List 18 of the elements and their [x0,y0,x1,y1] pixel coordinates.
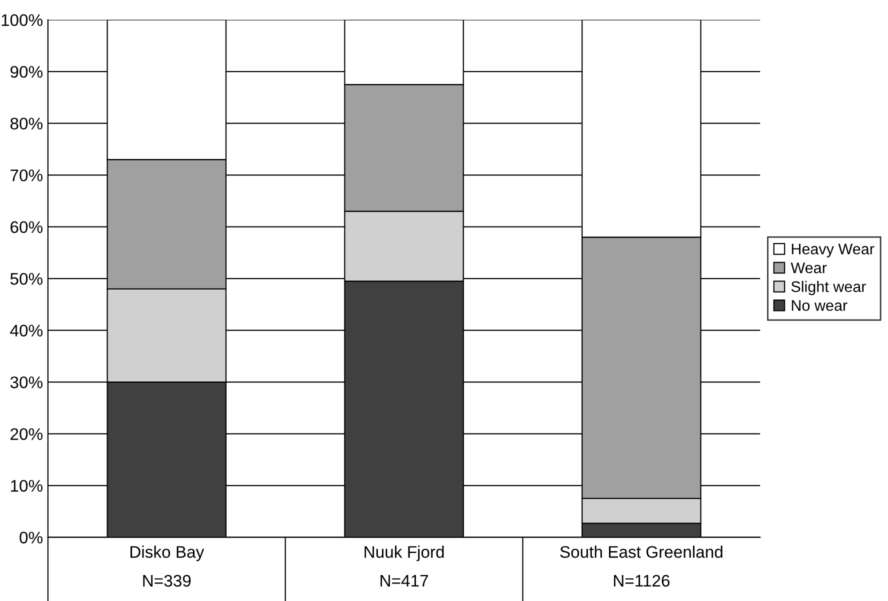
x-tick-label: Nuuk Fjord N=417 [364,546,444,587]
y-tick-label: 20% [10,428,42,440]
legend-label: No wear [792,300,848,311]
y-tick-label: 50% [10,272,42,285]
y-tick-label: 60% [10,221,42,234]
y-tick-label: 90% [10,66,42,78]
y-tick-label: 100% [2,14,42,26]
y-tick-label: 80% [10,118,42,130]
y-tick-label: 40% [10,324,42,337]
y-tick-label: 0% [20,532,42,544]
legend-label: Wear [790,262,827,274]
x-tick-label: South East Greenland N=1126 [560,546,722,587]
x-tick-label: Disko Bay N=339 [130,546,204,587]
y-tick-label: 70% [10,169,42,182]
y-tick-label: 10% [11,480,42,492]
y-tick-label: 30% [10,376,42,388]
legend-label: Heavy Wear [792,244,874,258]
legend-label: Slight wear [791,280,866,296]
